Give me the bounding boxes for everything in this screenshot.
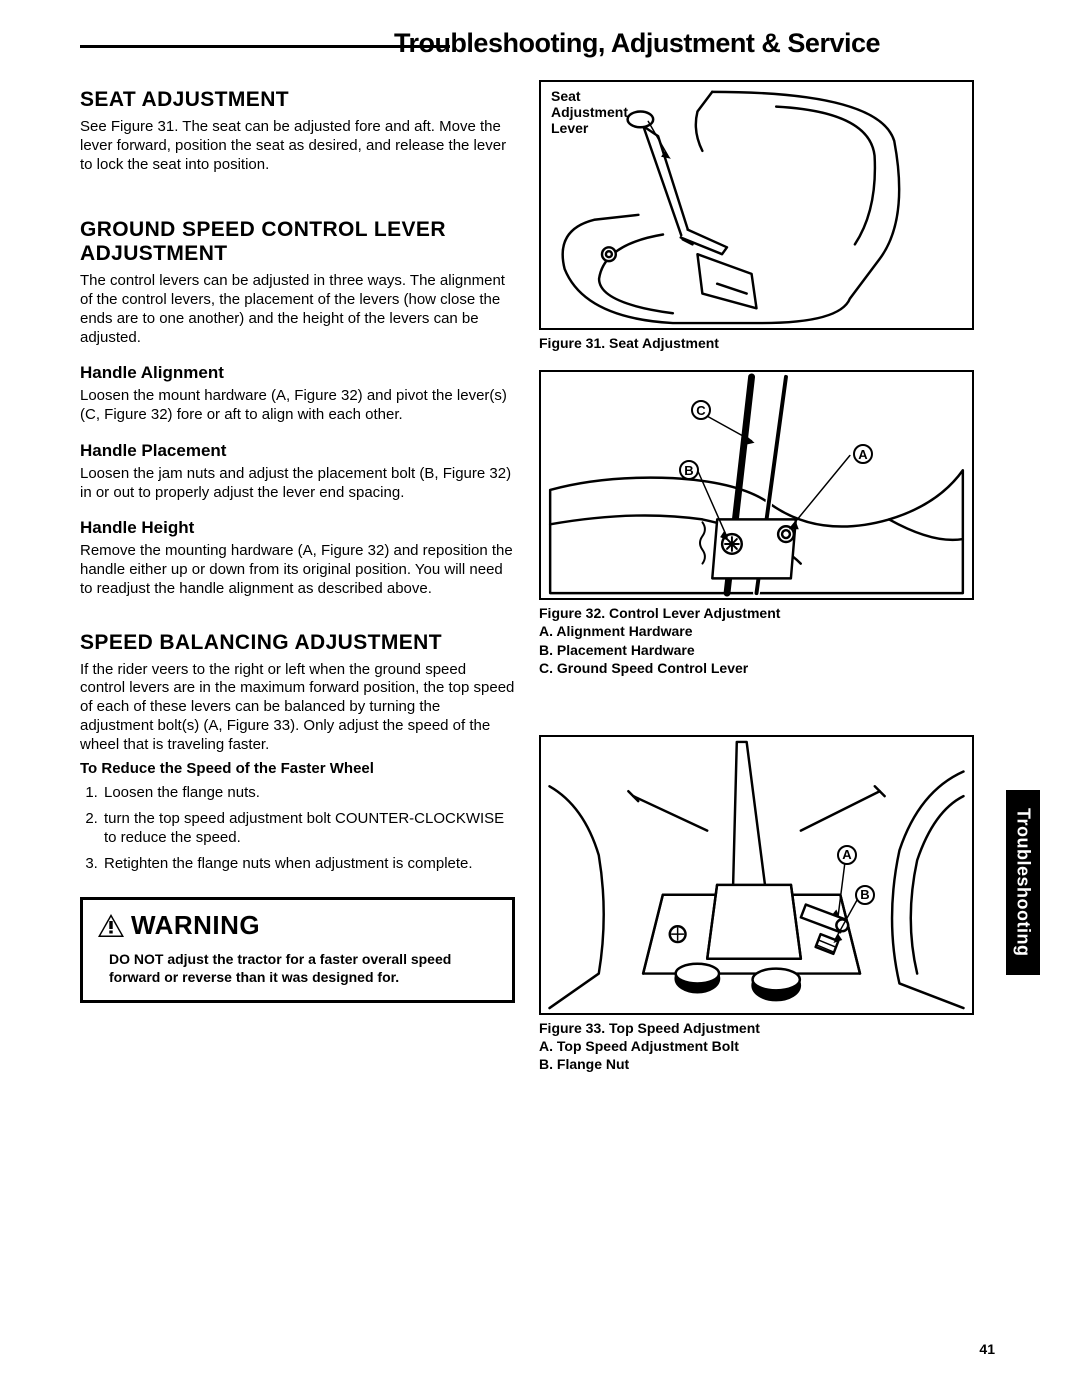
figure-31-label: Seat Adjustment Lever	[551, 88, 628, 136]
figure-31-box: Seat Adjustment Lever	[539, 80, 974, 330]
figure-33-box: A B	[539, 735, 974, 1015]
content-area: SEAT ADJUSTMENT See Figure 31. The seat …	[80, 80, 1000, 1092]
warning-header: WARNING	[97, 910, 498, 941]
figure-spacer	[539, 695, 974, 735]
side-tab: Troubleshooting	[1006, 790, 1040, 975]
warning-label: WARNING	[131, 910, 260, 941]
warning-icon	[97, 913, 125, 938]
figure-31-caption: Figure 31. Seat Adjustment	[539, 334, 974, 352]
handle-alignment-heading: Handle Alignment	[80, 363, 515, 383]
figure-32-caption: Figure 32. Control Lever Adjustment A. A…	[539, 604, 974, 677]
step-1: Loosen the flange nuts.	[102, 783, 515, 803]
warning-text: DO NOT adjust the tractor for a faster o…	[109, 951, 498, 986]
figure-33-callout-a: A	[837, 845, 857, 865]
seat-adjustment-heading: SEAT ADJUSTMENT	[80, 88, 515, 112]
figure-32-illustration	[541, 372, 972, 598]
page-title: Troubleshooting, Adjustment & Service	[394, 28, 880, 59]
handle-height-body: Remove the mounting hardware (A, Figure …	[80, 542, 515, 598]
speed-balancing-heading: SPEED BALANCING ADJUSTMENT	[80, 631, 515, 655]
ground-speed-heading: GROUND SPEED CONTROL LEVER ADJUSTMENT	[80, 218, 515, 266]
figure-33-caption: Figure 33. Top Speed Adjustment A. Top S…	[539, 1019, 974, 1074]
step-2: turn the top speed adjustment bolt COUNT…	[102, 809, 515, 848]
handle-alignment-body: Loosen the mount hardware (A, Figure 32)…	[80, 387, 515, 425]
seat-adjustment-body: See Figure 31. The seat can be adjusted …	[80, 118, 515, 174]
speed-balancing-intro: If the rider veers to the right or left …	[80, 661, 515, 755]
warning-box: WARNING DO NOT adjust the tractor for a …	[80, 897, 515, 1003]
page-number: 41	[979, 1341, 995, 1357]
figure-33-illustration	[541, 737, 972, 1013]
handle-placement-body: Loosen the jam nuts and adjust the place…	[80, 465, 515, 503]
step-3: Retighten the flange nuts when adjustmen…	[102, 854, 515, 874]
left-column: SEAT ADJUSTMENT See Figure 31. The seat …	[80, 80, 515, 1092]
ground-speed-intro: The control levers can be adjusted in th…	[80, 272, 515, 347]
figure-32-box: C A B	[539, 370, 974, 600]
figure-33-callout-b: B	[855, 885, 875, 905]
speed-balancing-steps: Loosen the flange nuts. turn the top spe…	[102, 783, 515, 873]
handle-height-heading: Handle Height	[80, 518, 515, 538]
handle-placement-heading: Handle Placement	[80, 441, 515, 461]
speed-balancing-subhead: To Reduce the Speed of the Faster Wheel	[80, 760, 515, 779]
right-column: Seat Adjustment Lever	[539, 80, 974, 1092]
